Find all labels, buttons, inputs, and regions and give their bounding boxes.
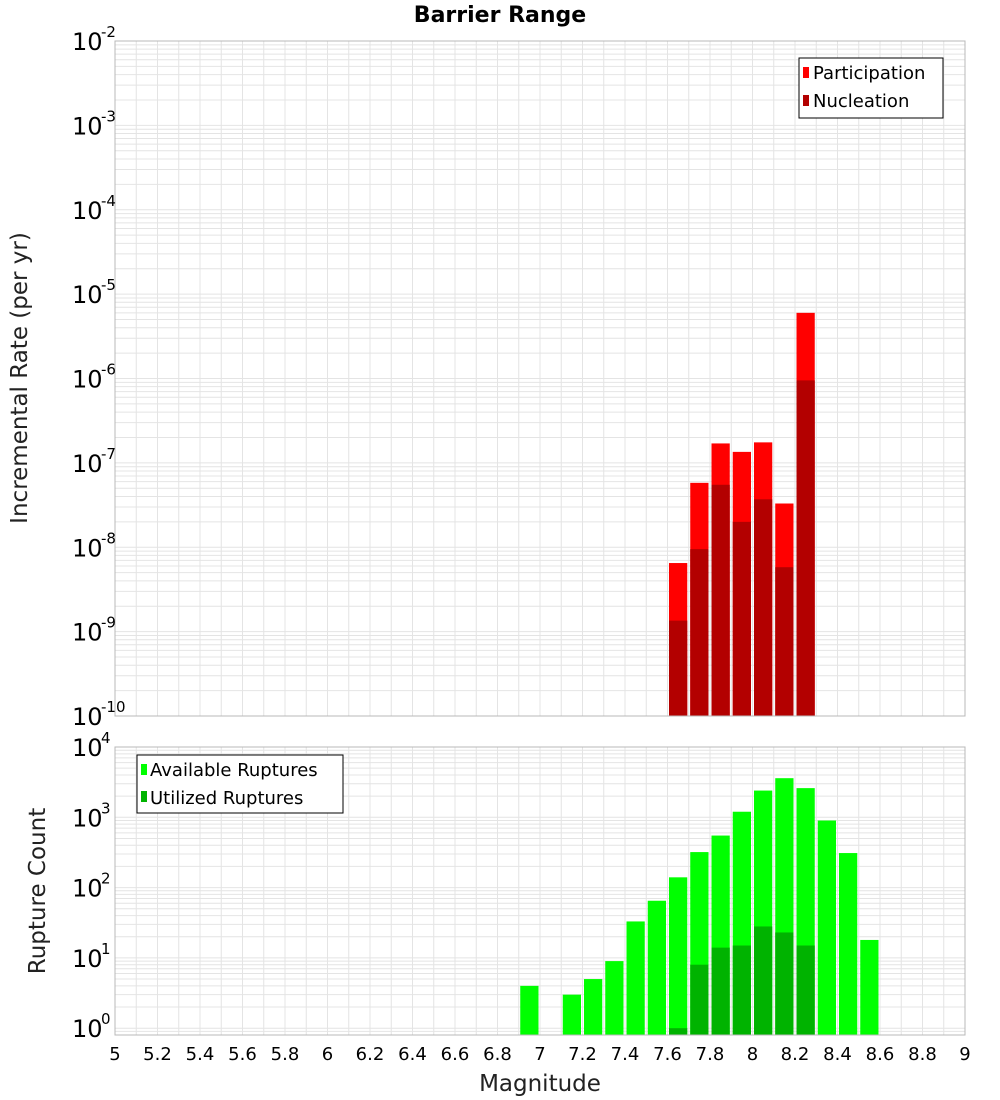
utilized-ruptures-bar	[690, 964, 709, 1035]
nucleation-legend-label: Nucleation	[813, 91, 909, 112]
x-tick-label: 5.4	[186, 1044, 215, 1065]
utilized-legend-label: Utilized Ruptures	[150, 788, 303, 809]
top-y-ticks: 10-210-310-410-510-610-710-810-910-10	[72, 23, 126, 731]
x-tick-label: 8.4	[823, 1044, 852, 1065]
bottom-y-tick-base: 10	[72, 945, 103, 973]
bottom-y-tick-base: 10	[72, 734, 103, 762]
available-ruptures-bar	[669, 877, 688, 1035]
top-y-tick-base: 10	[72, 366, 103, 394]
top-y-tick-base: 10	[72, 450, 103, 478]
bottom-y-tick-exponent: 1	[101, 940, 111, 958]
bottom-y-axis-label: Rupture Count	[25, 808, 51, 974]
top-legend: Participation Nucleation	[798, 57, 944, 119]
top-y-tick-base: 10	[72, 112, 103, 140]
top-plot-bars	[669, 312, 815, 716]
top-y-tick-exponent: -8	[101, 529, 116, 547]
top-y-tick-base: 10	[72, 534, 103, 562]
bottom-legend: Available Ruptures Utilized Ruptures	[136, 754, 344, 814]
utilized-ruptures-bar	[669, 1028, 688, 1035]
x-tick-label: 5	[109, 1044, 120, 1065]
x-axis-label: Magnitude	[479, 1071, 601, 1097]
available-ruptures-bar	[562, 994, 581, 1035]
top-legend-box	[798, 57, 944, 119]
x-tick-label: 7.4	[611, 1044, 640, 1065]
participation-legend-label: Participation	[813, 63, 925, 84]
available-ruptures-bar	[520, 985, 539, 1035]
bottom-plot-frame	[114, 746, 966, 1036]
available-legend-swatch	[141, 764, 147, 775]
bottom-y-tick-base: 10	[72, 804, 103, 832]
x-tick-label: 5.6	[228, 1044, 257, 1065]
x-tick-label: 8.8	[908, 1044, 937, 1065]
x-tick-label: 7.8	[696, 1044, 725, 1065]
utilized-ruptures-bar	[711, 947, 730, 1035]
bottom-y-tick-exponent: 0	[101, 1010, 111, 1028]
top-y-tick-base: 10	[72, 619, 103, 647]
x-tick-label: 6.2	[356, 1044, 385, 1065]
utilized-ruptures-bar	[754, 926, 773, 1035]
top-y-tick-exponent: -9	[101, 614, 116, 632]
x-tick-label: 5.8	[271, 1044, 300, 1065]
utilized-ruptures-bar	[775, 932, 794, 1035]
chart-title: Barrier Range	[414, 3, 586, 28]
x-tick-label: 7.6	[653, 1044, 682, 1065]
top-y-tick-base: 10	[72, 281, 103, 309]
top-y-tick-exponent: -5	[101, 276, 116, 294]
bottom-y-tick-base: 10	[72, 1015, 103, 1043]
nucleation-bar	[796, 380, 815, 716]
top-y-axis-label: Incremental Rate (per yr)	[7, 232, 33, 524]
bottom-y-tick-base: 10	[72, 875, 103, 903]
top-y-tick-base: 10	[72, 703, 103, 731]
available-legend-label: Available Ruptures	[150, 760, 318, 781]
x-tick-label: 6.6	[441, 1044, 470, 1065]
bottom-y-tick-exponent: 3	[101, 799, 111, 817]
bottom-y-tick-exponent: 2	[101, 870, 111, 888]
nucleation-bar	[690, 549, 709, 716]
x-ticks: 5 5.2 5.4 5.6 5.8 6 6.2 6.4 6.6 6.8 7 7.2 7.4 7.6 7.8 8…	[109, 1044, 970, 1065]
bottom-legend-box	[136, 754, 344, 814]
x-tick-label: 7.2	[568, 1044, 597, 1065]
x-tick-label: 8.6	[866, 1044, 895, 1065]
nucleation-bar	[669, 620, 688, 716]
utilized-legend-swatch	[141, 791, 147, 802]
nucleation-bar	[711, 484, 730, 716]
participation-legend-swatch	[803, 67, 809, 78]
x-tick-label: 6.4	[398, 1044, 427, 1065]
x-tick-label: 6.8	[483, 1044, 512, 1065]
top-plot-frame	[114, 40, 966, 717]
x-tick-label: 9	[959, 1044, 970, 1065]
top-y-tick-exponent: -6	[101, 361, 116, 379]
nucleation-legend-swatch	[803, 95, 809, 106]
top-y-tick-exponent: -2	[101, 23, 116, 41]
bottom-y-tick-exponent: 4	[101, 729, 111, 747]
x-tick-label: 5.2	[143, 1044, 172, 1065]
utilized-ruptures-bar	[732, 945, 751, 1035]
available-ruptures-bar	[626, 921, 645, 1035]
top-y-tick-base: 10	[72, 28, 103, 56]
top-plot-grid	[115, 41, 966, 716]
nucleation-bar	[754, 499, 773, 716]
x-tick-label: 8	[747, 1044, 758, 1065]
available-ruptures-bar	[647, 900, 666, 1035]
x-tick-label: 6	[322, 1044, 333, 1065]
nucleation-bar	[732, 521, 751, 716]
available-ruptures-bar	[584, 979, 603, 1035]
available-ruptures-bar	[605, 961, 624, 1035]
nucleation-bar	[775, 567, 794, 716]
top-y-tick-exponent: -4	[101, 192, 116, 210]
top-y-tick-exponent: -3	[101, 107, 116, 125]
available-ruptures-bar	[817, 820, 836, 1035]
top-y-tick-exponent: -10	[101, 698, 126, 716]
available-ruptures-bar	[839, 853, 858, 1035]
top-y-tick-exponent: -7	[101, 445, 116, 463]
available-ruptures-bar	[860, 939, 879, 1035]
top-y-tick-base: 10	[72, 197, 103, 225]
x-tick-label: 8.2	[781, 1044, 810, 1065]
x-tick-label: 7	[534, 1044, 545, 1065]
utilized-ruptures-bar	[796, 945, 815, 1035]
bottom-plot-bars	[520, 778, 879, 1035]
